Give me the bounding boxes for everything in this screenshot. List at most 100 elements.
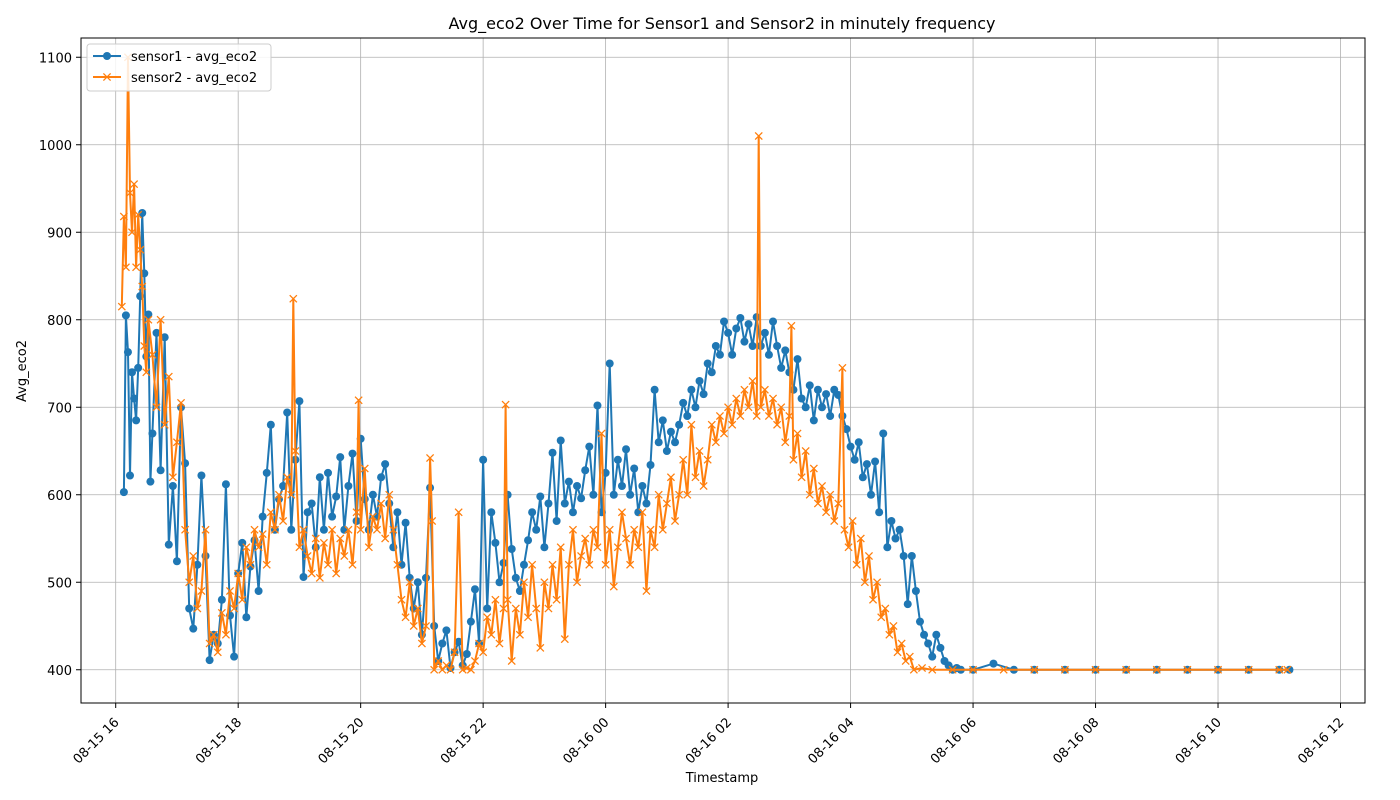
series-1-point — [519, 560, 528, 569]
series-1-point — [589, 490, 598, 499]
series-1-point — [254, 587, 263, 595]
series-2-point — [860, 578, 869, 587]
series-1-point — [691, 403, 700, 412]
series-2-point — [117, 302, 126, 311]
series-2-point — [501, 400, 510, 409]
series-2-point — [552, 595, 561, 604]
series-1-point — [764, 350, 773, 359]
series-2-point — [181, 525, 190, 534]
series-1-point — [748, 342, 757, 350]
series-2-point — [675, 490, 684, 499]
series-1-point — [703, 359, 712, 368]
series-1-point — [871, 457, 880, 466]
series-2-point — [417, 639, 426, 648]
series-1-point — [581, 466, 590, 475]
series-1-point — [348, 449, 357, 458]
series-2-point — [328, 525, 337, 534]
series-2-point — [617, 508, 627, 517]
series-1-point — [185, 604, 194, 613]
series-2-point — [856, 534, 865, 543]
series-2-point — [319, 538, 328, 547]
series-2-point — [813, 499, 822, 508]
series-2-point — [638, 508, 647, 517]
series-1-point — [377, 473, 386, 482]
series-2-point — [303, 551, 312, 561]
series-2-point — [250, 525, 259, 534]
series-2-point — [768, 394, 778, 403]
series-2-point — [185, 578, 194, 587]
series-1-point — [152, 328, 161, 337]
series-2-point — [873, 578, 882, 587]
series-1-point — [711, 342, 720, 350]
series-1-point — [507, 545, 516, 553]
series-2-point — [119, 212, 128, 221]
series-2-point — [740, 385, 749, 394]
series-2-point — [840, 525, 849, 534]
series-2-point — [421, 621, 431, 631]
series-1-point — [483, 604, 492, 613]
series-2-point — [577, 551, 586, 561]
series-1-point — [911, 587, 920, 595]
y-tick-label: 400 — [47, 664, 72, 679]
series-2-point — [127, 228, 137, 237]
series-1-point — [242, 613, 251, 622]
series-1-point — [528, 508, 537, 517]
series-1-line — [122, 212, 1290, 671]
series-1-point — [915, 617, 924, 626]
series-2-point — [764, 411, 773, 421]
series-2-point — [683, 490, 692, 499]
series-1-point — [393, 508, 402, 517]
series-1-point — [119, 488, 128, 497]
series-1-point — [626, 490, 635, 499]
series-1-point — [813, 385, 822, 394]
series-2-point — [519, 578, 529, 587]
series-2-point — [1122, 665, 1131, 674]
series-2-point — [805, 490, 814, 499]
series-1-point — [146, 477, 155, 486]
series-1-point — [307, 499, 316, 508]
series-1-point — [585, 442, 594, 451]
series-1-point — [279, 482, 288, 490]
series-1-point — [638, 482, 647, 490]
series-2-point — [479, 648, 488, 657]
series-1-point — [740, 337, 749, 346]
series-2-point — [909, 665, 918, 674]
series-2-point — [230, 604, 239, 613]
series-2-point — [356, 525, 365, 534]
series-1-point — [560, 499, 569, 508]
series-2-point — [164, 372, 173, 381]
series-2-point — [254, 543, 263, 552]
series-1-point — [479, 455, 488, 464]
series-1-point — [1285, 665, 1294, 674]
series-2-point — [499, 604, 508, 613]
series-1-point — [295, 397, 304, 406]
series-2-point — [348, 560, 357, 569]
series-2-point — [905, 652, 914, 661]
series-1-point — [401, 518, 410, 527]
series-1-point — [650, 385, 659, 394]
series-1-point — [736, 314, 745, 322]
series-2-point — [532, 604, 541, 613]
series-2-point — [352, 508, 361, 517]
series-1-point — [858, 473, 867, 482]
series-1-point — [246, 562, 255, 571]
series-1-point — [258, 512, 267, 521]
series-1-point — [989, 659, 998, 668]
chart-title: Avg_eco2 Over Time for Sensor1 and Senso… — [449, 14, 996, 34]
series-2-point — [1152, 665, 1161, 674]
series-2-point — [666, 473, 676, 482]
series-1-point — [193, 560, 202, 569]
series-1-point — [319, 525, 328, 534]
series-2-point — [217, 608, 226, 617]
series-1-point — [793, 355, 802, 364]
series-2-point — [679, 455, 688, 464]
series-2-point — [917, 663, 927, 673]
series-2-point — [540, 578, 549, 587]
series-2-point — [354, 396, 363, 405]
series-2-point — [654, 490, 663, 499]
series-1-point — [303, 508, 312, 517]
series-2-point — [1183, 665, 1192, 674]
series-1-point — [862, 460, 871, 469]
series-1-point — [715, 350, 724, 359]
series-2-point — [344, 525, 353, 534]
